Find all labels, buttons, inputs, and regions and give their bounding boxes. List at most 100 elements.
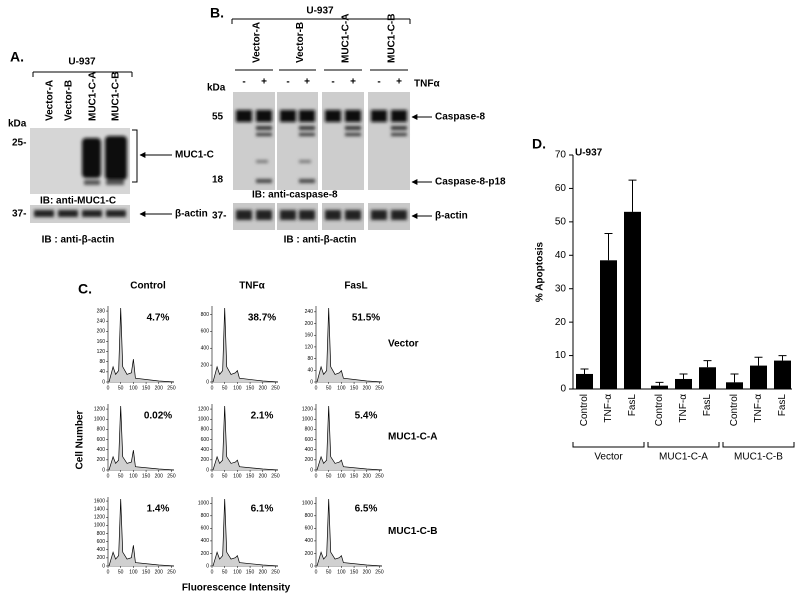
y-tick-label: 160 <box>305 333 314 339</box>
y-tick-label: 0 <box>206 563 209 569</box>
band-label: Caspase-8-p18 <box>435 177 506 188</box>
x-tick-label: 250 <box>375 385 384 391</box>
band <box>256 133 272 136</box>
x-tick-label: 0 <box>107 385 110 391</box>
band <box>280 210 296 220</box>
y-tick-label: 1000 <box>94 523 105 529</box>
bar <box>774 360 791 389</box>
x-tick-label: 200 <box>363 473 372 479</box>
x-tick-label: 50 <box>222 569 228 575</box>
x-tick-label: 200 <box>155 385 164 391</box>
histogram-curve <box>108 307 175 383</box>
x-tick-label: 150 <box>246 385 255 391</box>
y-axis-label: Cell Number <box>75 410 86 469</box>
x-tick-label: 100 <box>129 473 138 479</box>
band <box>391 126 407 130</box>
bands <box>325 110 361 220</box>
blot <box>322 92 364 190</box>
y-tick-label: 280 <box>97 308 106 314</box>
y-tick-label: 400 <box>97 547 106 553</box>
x-tick-label: 200 <box>363 569 372 575</box>
bar <box>699 367 716 389</box>
kda-label: kDa <box>8 119 27 130</box>
blot <box>368 92 410 190</box>
y-tick-label: 600 <box>305 437 314 443</box>
x-tick-label: 250 <box>271 569 280 575</box>
row-label: MUC1-C-B <box>388 526 437 537</box>
histogram-curve <box>316 405 383 471</box>
row-label: MUC1-C-A <box>388 432 437 443</box>
band-label: β-actin <box>435 211 468 222</box>
y-tick-label: 0 <box>102 467 105 473</box>
x-tick-label: TNF-α <box>753 394 764 423</box>
y-tick-label: 1000 <box>198 501 209 507</box>
x-tick-label: 200 <box>155 473 164 479</box>
y-tick-label: 400 <box>305 447 314 453</box>
treatment-label: TNFα <box>414 79 440 90</box>
bar <box>726 382 743 389</box>
cell-line: U-937 <box>306 6 334 17</box>
marker: 18 <box>212 175 224 186</box>
x-tick-label: TNF-α <box>603 394 614 423</box>
band <box>371 210 387 220</box>
bands <box>280 110 315 220</box>
y-tick-label: 1000 <box>302 501 313 507</box>
group-label: Vector <box>594 452 623 463</box>
y-tick-label: 800 <box>97 531 106 537</box>
band <box>256 210 272 220</box>
y-tick-label: 400 <box>97 447 106 453</box>
y-tick-label: 1200 <box>94 406 105 412</box>
x-tick-label: 150 <box>350 569 359 575</box>
x-tick-label: Control <box>654 394 665 426</box>
x-tick-label: FasL <box>702 394 713 417</box>
x-tick-label: 50 <box>118 473 124 479</box>
x-tick-label: 250 <box>375 569 384 575</box>
percent-label: 4.7% <box>147 313 170 324</box>
lane-label: MUC1-C-B <box>387 14 398 63</box>
y-tick-label: 200 <box>201 457 210 463</box>
percent-label: 6.5% <box>355 504 378 515</box>
y-tick-label: 200 <box>97 555 106 561</box>
y-tick-label: 120 <box>305 344 314 350</box>
y-axis-label: % Apoptosis <box>535 241 546 302</box>
y-tick-label: 200 <box>201 551 210 557</box>
band <box>345 133 361 136</box>
lane-labels: Vector-A Vector-B MUC1-C-A MUC1-C-B <box>45 72 122 121</box>
error-bar <box>655 381 664 386</box>
blot-caption: IB : anti-β-actin <box>42 235 115 246</box>
histogram-curve <box>108 405 175 471</box>
band <box>325 110 341 122</box>
percent-label: 2.1% <box>251 411 274 422</box>
marker: 25- <box>12 138 26 149</box>
band <box>256 110 272 122</box>
x-tick-label: 250 <box>271 385 280 391</box>
panel-label: D. <box>532 136 546 152</box>
x-tick-label: FasL <box>627 394 638 417</box>
band <box>256 160 268 163</box>
band <box>299 133 315 136</box>
y-tick-label: 800 <box>305 427 314 433</box>
x-tick-label: 200 <box>155 569 164 575</box>
y-tick-label: 600 <box>97 539 106 545</box>
treatment-sign: - <box>331 77 334 88</box>
bands <box>34 210 126 217</box>
y-tick-label: 200 <box>305 321 314 327</box>
y-tick-label: 1000 <box>198 417 209 423</box>
x-tick-label: 0 <box>315 473 318 479</box>
y-tick-label: 0 <box>102 379 105 385</box>
error-bar <box>703 360 712 368</box>
y-tick-label: 0 <box>102 563 105 569</box>
bar <box>750 365 767 389</box>
histogram-curve <box>212 498 279 567</box>
x-tick-label: 100 <box>233 385 242 391</box>
panel-d: D. U-937 % Apoptosis 0 10 20 30 40 50 60 70 Cont… <box>532 136 795 463</box>
band <box>256 179 272 183</box>
y-tick-label: 0 <box>310 563 313 569</box>
y-tick-label: 40 <box>307 368 313 374</box>
x-tick-label: 0 <box>107 569 110 575</box>
histogram-curve <box>212 307 279 383</box>
